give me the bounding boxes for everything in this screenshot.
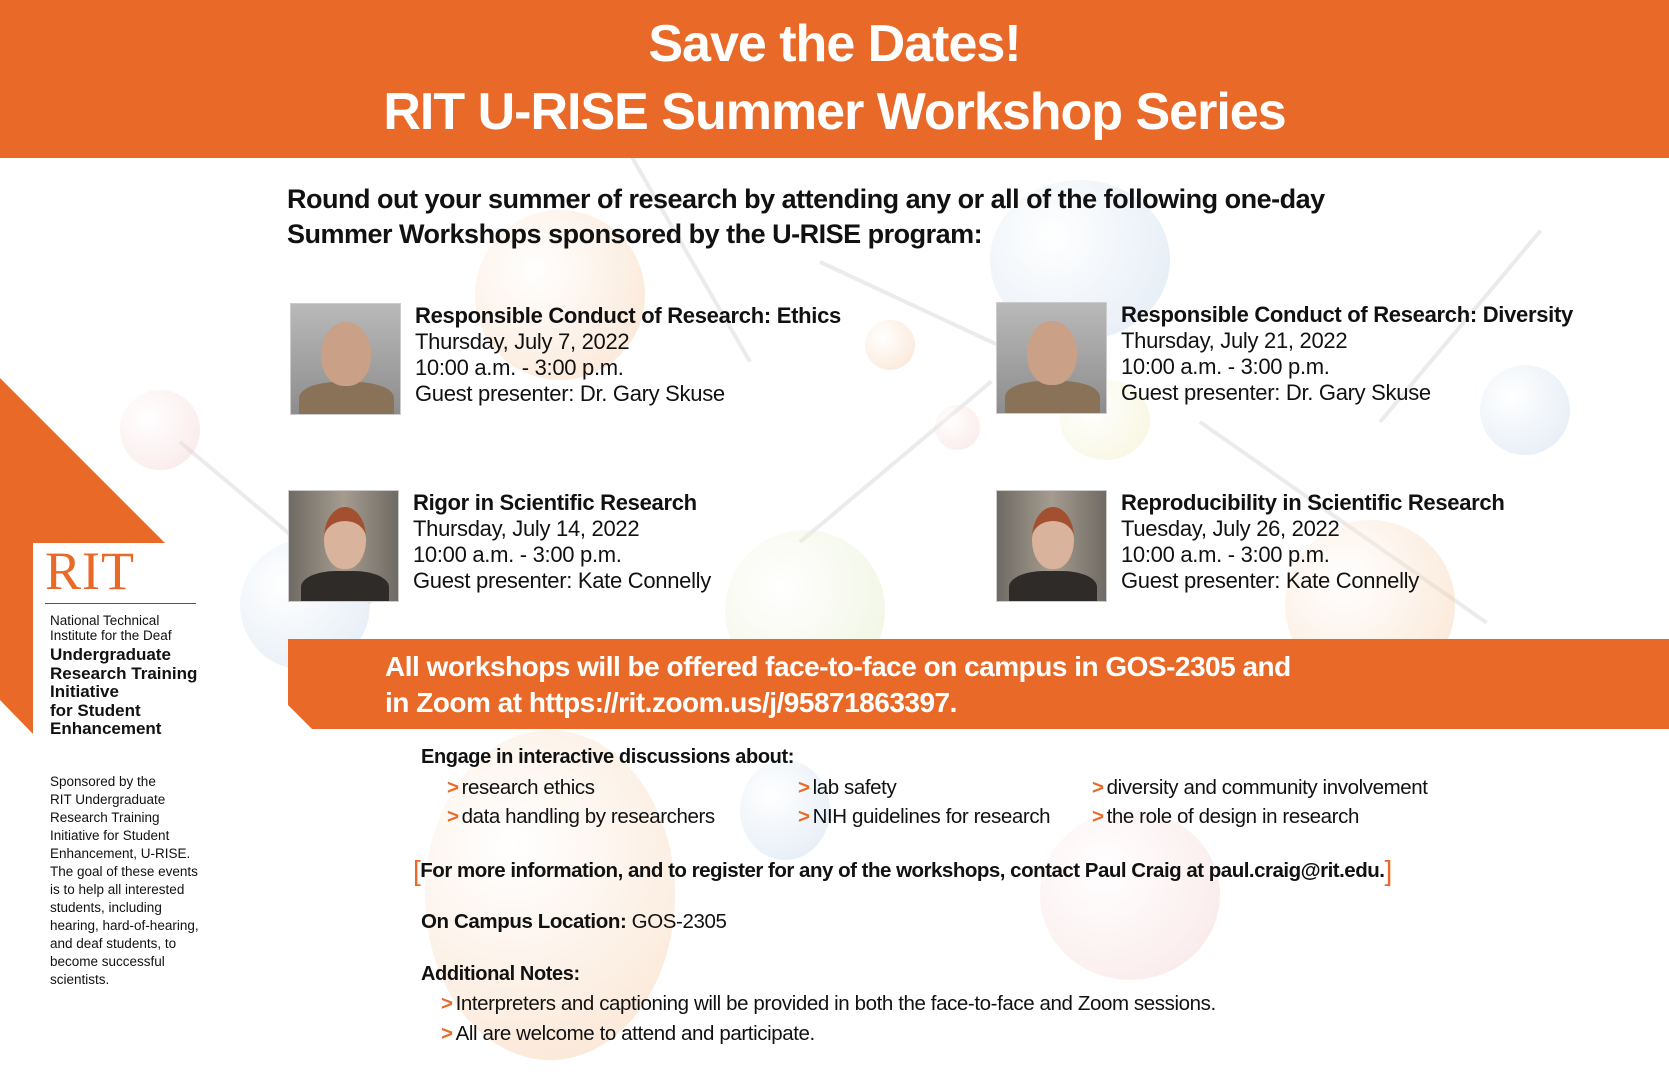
note-item: > Interpreters and captioning will be pro… bbox=[441, 992, 1216, 1015]
workshop-presenter: Guest presenter: Kate Connelly bbox=[413, 568, 711, 593]
workshop-date: Thursday, July 7, 2022 bbox=[415, 329, 630, 354]
chevron-right-icon: > bbox=[447, 805, 459, 828]
topic-item: > the role of design in research bbox=[1092, 805, 1359, 828]
workshop-presenter: Guest presenter: Kate Connelly bbox=[1121, 568, 1419, 593]
workshop-time: 10:00 a.m. - 3:00 p.m. bbox=[1121, 354, 1330, 379]
header-title: Save the Dates! bbox=[648, 15, 1021, 73]
workshop-card: Responsible Conduct of Research: Ethics T… bbox=[290, 303, 930, 423]
workshop-time: 10:00 a.m. - 3:00 p.m. bbox=[413, 542, 622, 567]
intro-text: Round out your summer of research by att… bbox=[287, 182, 1325, 252]
chevron-right-icon: > bbox=[798, 776, 810, 799]
chevron-right-icon: > bbox=[441, 1022, 453, 1045]
contact-info: [For more information, and to register f… bbox=[413, 855, 1392, 887]
chevron-right-icon: > bbox=[798, 805, 810, 828]
workshop-title: Reproducibility in Scientific Research bbox=[1121, 490, 1505, 515]
bracket-right-icon: ] bbox=[1384, 855, 1392, 886]
workshop-time: 10:00 a.m. - 3:00 p.m. bbox=[415, 355, 624, 380]
presenter-photo bbox=[288, 490, 399, 602]
workshop-date: Thursday, July 14, 2022 bbox=[413, 516, 640, 541]
presenter-photo bbox=[996, 490, 1107, 602]
notes-label: Additional Notes: bbox=[421, 963, 580, 985]
topic-item: > research ethics bbox=[447, 776, 595, 799]
campus-location: On Campus Location: GOS-2305 bbox=[421, 910, 727, 933]
chevron-right-icon: > bbox=[441, 992, 453, 1015]
workshop-card: Rigor in Scientific Research Thursday, Ju… bbox=[288, 490, 928, 610]
contact-text[interactable]: For more information, and to register fo… bbox=[420, 859, 1385, 882]
logo-divider bbox=[45, 603, 196, 604]
chevron-right-icon: > bbox=[447, 776, 459, 799]
chevron-right-icon: > bbox=[1092, 805, 1104, 828]
ntid-name: National Technical Institute for the Deaf bbox=[50, 613, 172, 643]
topic-item: > diversity and community involvement bbox=[1092, 776, 1428, 799]
urise-name: Undergraduate Research Training Initiative… bbox=[50, 645, 198, 738]
topic-item: > lab safety bbox=[798, 776, 897, 799]
workshop-date: Tuesday, July 26, 2022 bbox=[1121, 516, 1340, 541]
bracket-left-icon: [ bbox=[413, 855, 421, 886]
rit-logo: RIT bbox=[45, 541, 135, 601]
presenter-photo bbox=[290, 303, 401, 415]
topic-item: > data handling by researchers bbox=[447, 805, 715, 828]
header-banner: Save the Dates! RIT U-RISE Summer Worksh… bbox=[0, 0, 1669, 158]
intro-line-1: Round out your summer of research by att… bbox=[287, 184, 1325, 214]
location-banner: All workshops will be offered face-to-fa… bbox=[288, 639, 1669, 729]
topic-item: > NIH guidelines for research bbox=[798, 805, 1051, 828]
chevron-right-icon: > bbox=[1092, 776, 1104, 799]
zoom-link[interactable]: in Zoom at https://rit.zoom.us/j/9587186… bbox=[385, 687, 957, 718]
engage-label: Engage in interactive discussions about: bbox=[421, 746, 794, 768]
workshop-card: Reproducibility in Scientific Research Tu… bbox=[996, 490, 1636, 610]
workshop-card: Responsible Conduct of Research: Diversi… bbox=[996, 302, 1636, 422]
workshop-title: Rigor in Scientific Research bbox=[413, 490, 697, 515]
intro-line-2: Summer Workshops sponsored by the U-RISE… bbox=[287, 219, 983, 249]
workshop-presenter: Guest presenter: Dr. Gary Skuse bbox=[415, 381, 725, 406]
workshop-date: Thursday, July 21, 2022 bbox=[1121, 328, 1348, 353]
workshop-time: 10:00 a.m. - 3:00 p.m. bbox=[1121, 542, 1330, 567]
header-subtitle: RIT U-RISE Summer Workshop Series bbox=[383, 83, 1286, 141]
note-item: > All are welcome to attend and participa… bbox=[441, 1022, 815, 1045]
sponsor-text: Sponsored by the RIT Undergraduate Researc… bbox=[50, 774, 199, 987]
banner-line-1: All workshops will be offered face-to-fa… bbox=[385, 651, 1291, 682]
workshop-title: Responsible Conduct of Research: Diversi… bbox=[1121, 302, 1573, 327]
workshop-presenter: Guest presenter: Dr. Gary Skuse bbox=[1121, 380, 1431, 405]
presenter-photo bbox=[996, 302, 1107, 414]
workshop-title: Responsible Conduct of Research: Ethics bbox=[415, 303, 841, 328]
